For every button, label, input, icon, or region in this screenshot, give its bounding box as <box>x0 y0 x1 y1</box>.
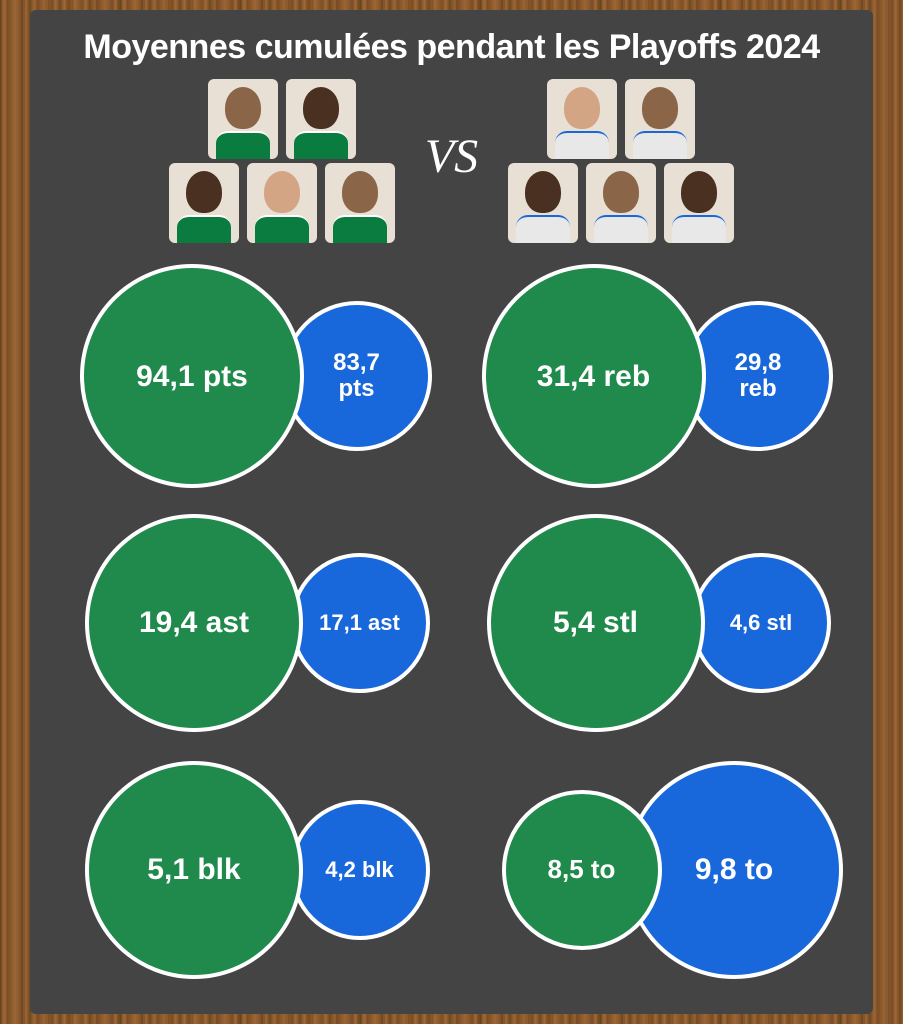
player-avatar <box>664 163 734 243</box>
team2-value-pts: 83,7pts <box>282 301 432 451</box>
team1-circle-pts: 94,1 pts <box>80 264 304 488</box>
team2-circle-stl: 4,6 stl <box>691 553 831 693</box>
teams-comparison-header: VS <box>50 79 853 243</box>
team1-circle-reb: 31,4 reb <box>482 264 706 488</box>
team1-value-blk: 5,1 blk <box>147 853 240 886</box>
team1-circle-ast: 19,4 ast <box>85 514 303 732</box>
player-avatar <box>547 79 617 159</box>
team1-avatars <box>169 79 395 243</box>
vs-label: VS <box>425 129 478 184</box>
stat-cell-reb: 29,8reb 31,4 reb <box>462 258 844 495</box>
team1-value-pts: 94,1 pts <box>136 360 248 393</box>
stats-grid: 83,7pts 94,1 pts 29,8reb 31,4 reb 17,1 ast 19… <box>50 258 853 988</box>
page-title: Moyennes cumulées pendant les Playoffs 2… <box>50 28 853 67</box>
team1-value-to: 8,5 to <box>548 855 616 884</box>
player-avatar <box>625 79 695 159</box>
player-avatar <box>508 163 578 243</box>
player-avatar <box>325 163 395 243</box>
main-panel: Moyennes cumulées pendant les Playoffs 2… <box>30 10 873 1014</box>
team2-value-blk: 4,2 blk <box>325 858 393 882</box>
player-avatar <box>286 79 356 159</box>
team1-circle-stl: 5,4 stl <box>487 514 705 732</box>
team1-value-reb: 31,4 reb <box>537 360 650 393</box>
team1-value-stl: 5,4 stl <box>553 606 638 639</box>
player-avatar <box>247 163 317 243</box>
stat-cell-ast: 17,1 ast 19,4 ast <box>60 505 442 742</box>
team2-value-ast: 17,1 ast <box>319 611 400 635</box>
team2-value-stl: 4,6 stl <box>730 611 792 635</box>
player-avatar <box>586 163 656 243</box>
stat-cell-stl: 4,6 stl 5,4 stl <box>462 505 844 742</box>
team2-circle-ast: 17,1 ast <box>290 553 430 693</box>
stat-cell-blk: 4,2 blk 5,1 blk <box>60 751 442 988</box>
team2-value-reb: 29,8reb <box>683 301 833 451</box>
team1-circle-blk: 5,1 blk <box>85 761 303 979</box>
player-avatar <box>169 163 239 243</box>
team2-circle-blk: 4,2 blk <box>290 800 430 940</box>
team1-value-ast: 19,4 ast <box>139 606 249 639</box>
stat-cell-to: 9,8 to 8,5 to <box>462 751 844 988</box>
team2-value-to: 9,8 to <box>695 853 773 886</box>
player-avatar <box>208 79 278 159</box>
team1-circle-to: 8,5 to <box>502 790 662 950</box>
stat-cell-pts: 83,7pts 94,1 pts <box>60 258 442 495</box>
team2-avatars <box>508 79 734 243</box>
